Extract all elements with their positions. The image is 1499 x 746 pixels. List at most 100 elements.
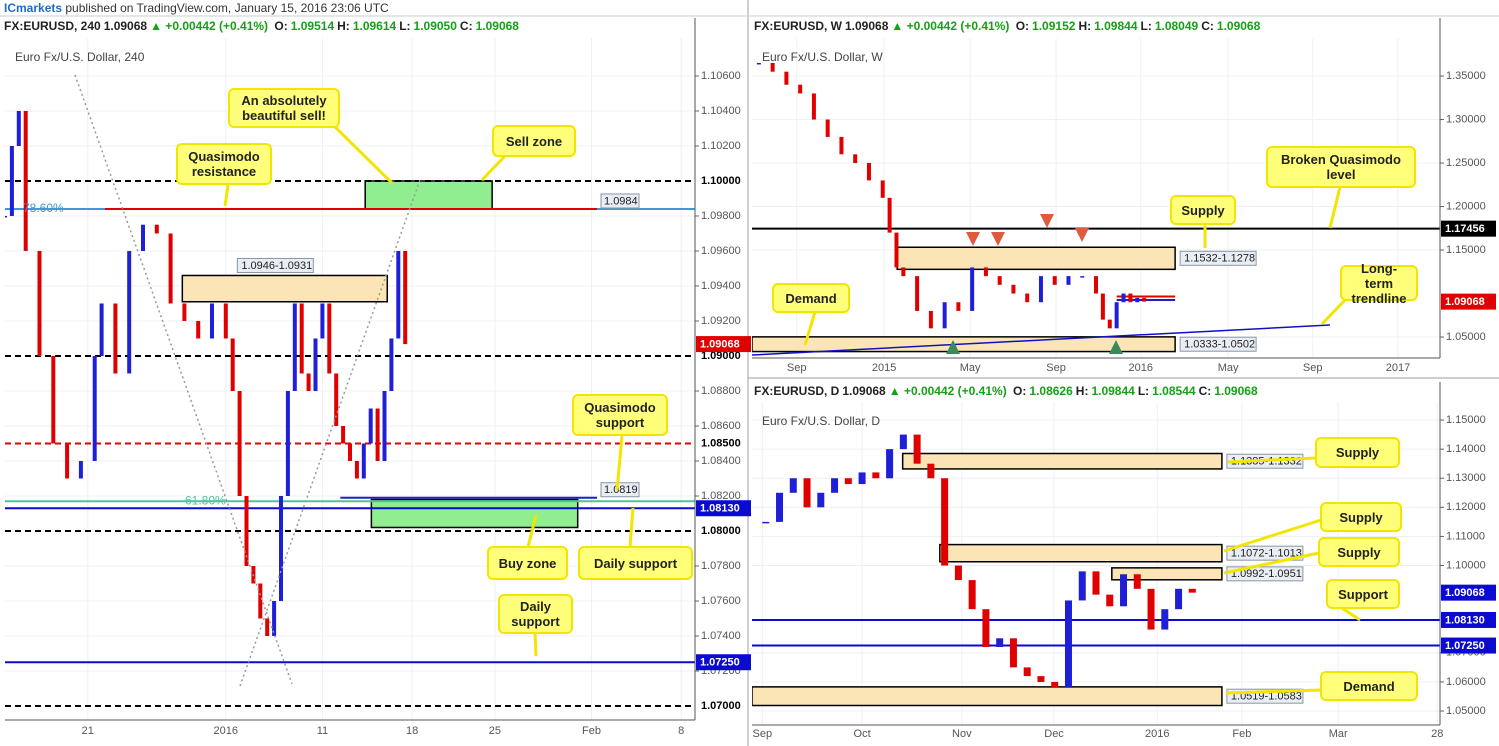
ohlc-label: H: — [337, 19, 350, 33]
ohlc-value: 1.09068 — [1216, 19, 1261, 33]
ohlc-label: L: — [1140, 19, 1152, 33]
candle — [341, 425, 346, 444]
candle — [265, 618, 270, 636]
x-tick-label: Sep — [1303, 362, 1323, 374]
candle — [168, 233, 173, 304]
candle — [928, 310, 933, 329]
drawing — [628, 507, 635, 548]
y-tick-label: 1.09800 — [701, 210, 741, 222]
zone-label-box — [1179, 336, 1257, 352]
candle — [1147, 588, 1155, 630]
candle — [403, 250, 408, 345]
fib-label: 61.80% — [185, 493, 226, 507]
y-tick-label: 1.08200 — [701, 490, 741, 502]
candle — [389, 338, 394, 391]
candle — [880, 180, 885, 198]
candle — [899, 434, 907, 450]
segment-label: 1.0984 — [604, 195, 638, 207]
y-tick-label: 1.06000 — [1446, 676, 1486, 688]
candle — [942, 302, 947, 329]
y-tick-label: 1.07400 — [701, 630, 741, 642]
candle — [970, 267, 975, 311]
y-tick-label: 1.20000 — [1446, 200, 1486, 212]
candle — [844, 478, 852, 485]
candle — [5, 215, 7, 218]
zone — [370, 498, 579, 529]
candle — [292, 303, 297, 391]
ohlc-value: 1.09050 — [413, 19, 457, 33]
callout: An absolutely beautiful sell! — [228, 88, 340, 128]
symbol: FX:EURUSD, 240 — [4, 19, 101, 33]
candle — [1038, 276, 1043, 303]
drawing — [223, 184, 230, 207]
candle — [968, 580, 976, 610]
x-tick-label: Sep — [787, 362, 807, 374]
candle — [894, 232, 899, 268]
y-tick-label: 1.09200 — [701, 315, 741, 327]
callout: Demand — [1320, 671, 1418, 701]
ohlc-value: 1.09614 — [352, 19, 397, 33]
candle — [237, 390, 242, 496]
ohlc-value: 1.09152 — [1032, 19, 1076, 33]
candle — [51, 355, 56, 444]
level-tag — [1441, 637, 1496, 654]
ohlc-label: H: — [1075, 384, 1089, 398]
x-tick-label: 2016 — [1128, 362, 1152, 374]
zone-label: 1.1072-1.1013 — [1231, 548, 1302, 560]
candle — [327, 303, 332, 374]
candle — [817, 492, 825, 508]
zone-label: 1.0946-1.0931 — [241, 260, 312, 272]
change: ▲ +0.00442 (+0.41%) — [891, 19, 1010, 33]
candle — [99, 303, 104, 356]
candle — [1064, 600, 1072, 688]
symbol: FX:EURUSD, D — [754, 384, 840, 398]
candle — [127, 250, 132, 374]
symbol: FX:EURUSD, W — [754, 19, 842, 33]
change: ▲ +0.00442 (+0.41%) — [150, 19, 269, 33]
candle — [141, 224, 145, 251]
level-tag — [696, 336, 751, 353]
level-label: 1.08130 — [1445, 614, 1485, 626]
candle — [1142, 297, 1147, 302]
candle — [9, 145, 14, 216]
candle — [182, 303, 187, 321]
candle — [803, 478, 811, 508]
drawing — [991, 232, 1005, 246]
candle — [770, 62, 775, 72]
candle — [1066, 276, 1071, 285]
x-tick-label: Feb — [1232, 728, 1251, 740]
plot-area — [752, 38, 1440, 358]
candle — [354, 460, 359, 479]
candle — [866, 163, 871, 181]
candle — [915, 276, 920, 311]
candle — [113, 303, 118, 374]
candle — [1107, 319, 1112, 329]
candle — [1120, 574, 1128, 607]
candle — [756, 62, 761, 65]
callout: Supply — [1318, 537, 1400, 567]
callout: Quasimodo resistance — [176, 143, 272, 185]
plot-area — [752, 402, 1440, 725]
y-tick-label: 1.09600 — [701, 245, 741, 257]
candle — [996, 638, 1004, 648]
level-label: 1.07000 — [701, 700, 741, 712]
x-tick-label: Feb — [582, 725, 601, 737]
candle — [1052, 276, 1057, 285]
x-tick-label: May — [960, 362, 981, 374]
candle — [285, 390, 290, 496]
candle — [913, 434, 921, 464]
candle — [279, 495, 283, 601]
x-tick-label: 18 — [406, 725, 418, 737]
candle — [825, 119, 830, 137]
drawing — [526, 514, 538, 548]
candle — [154, 224, 159, 234]
chart-title: FX:EURUSD, 240 1.09068 ▲ +0.00442 (+0.41%)… — [4, 19, 522, 33]
candle — [299, 303, 304, 374]
x-tick-label: Oct — [854, 728, 871, 740]
candle — [348, 443, 352, 461]
callout: Support — [1326, 579, 1400, 609]
ohlc-value: 1.08544 — [1152, 384, 1196, 398]
y-tick-label: 1.12000 — [1446, 501, 1486, 513]
x-tick-label: 2017 — [1386, 362, 1410, 374]
